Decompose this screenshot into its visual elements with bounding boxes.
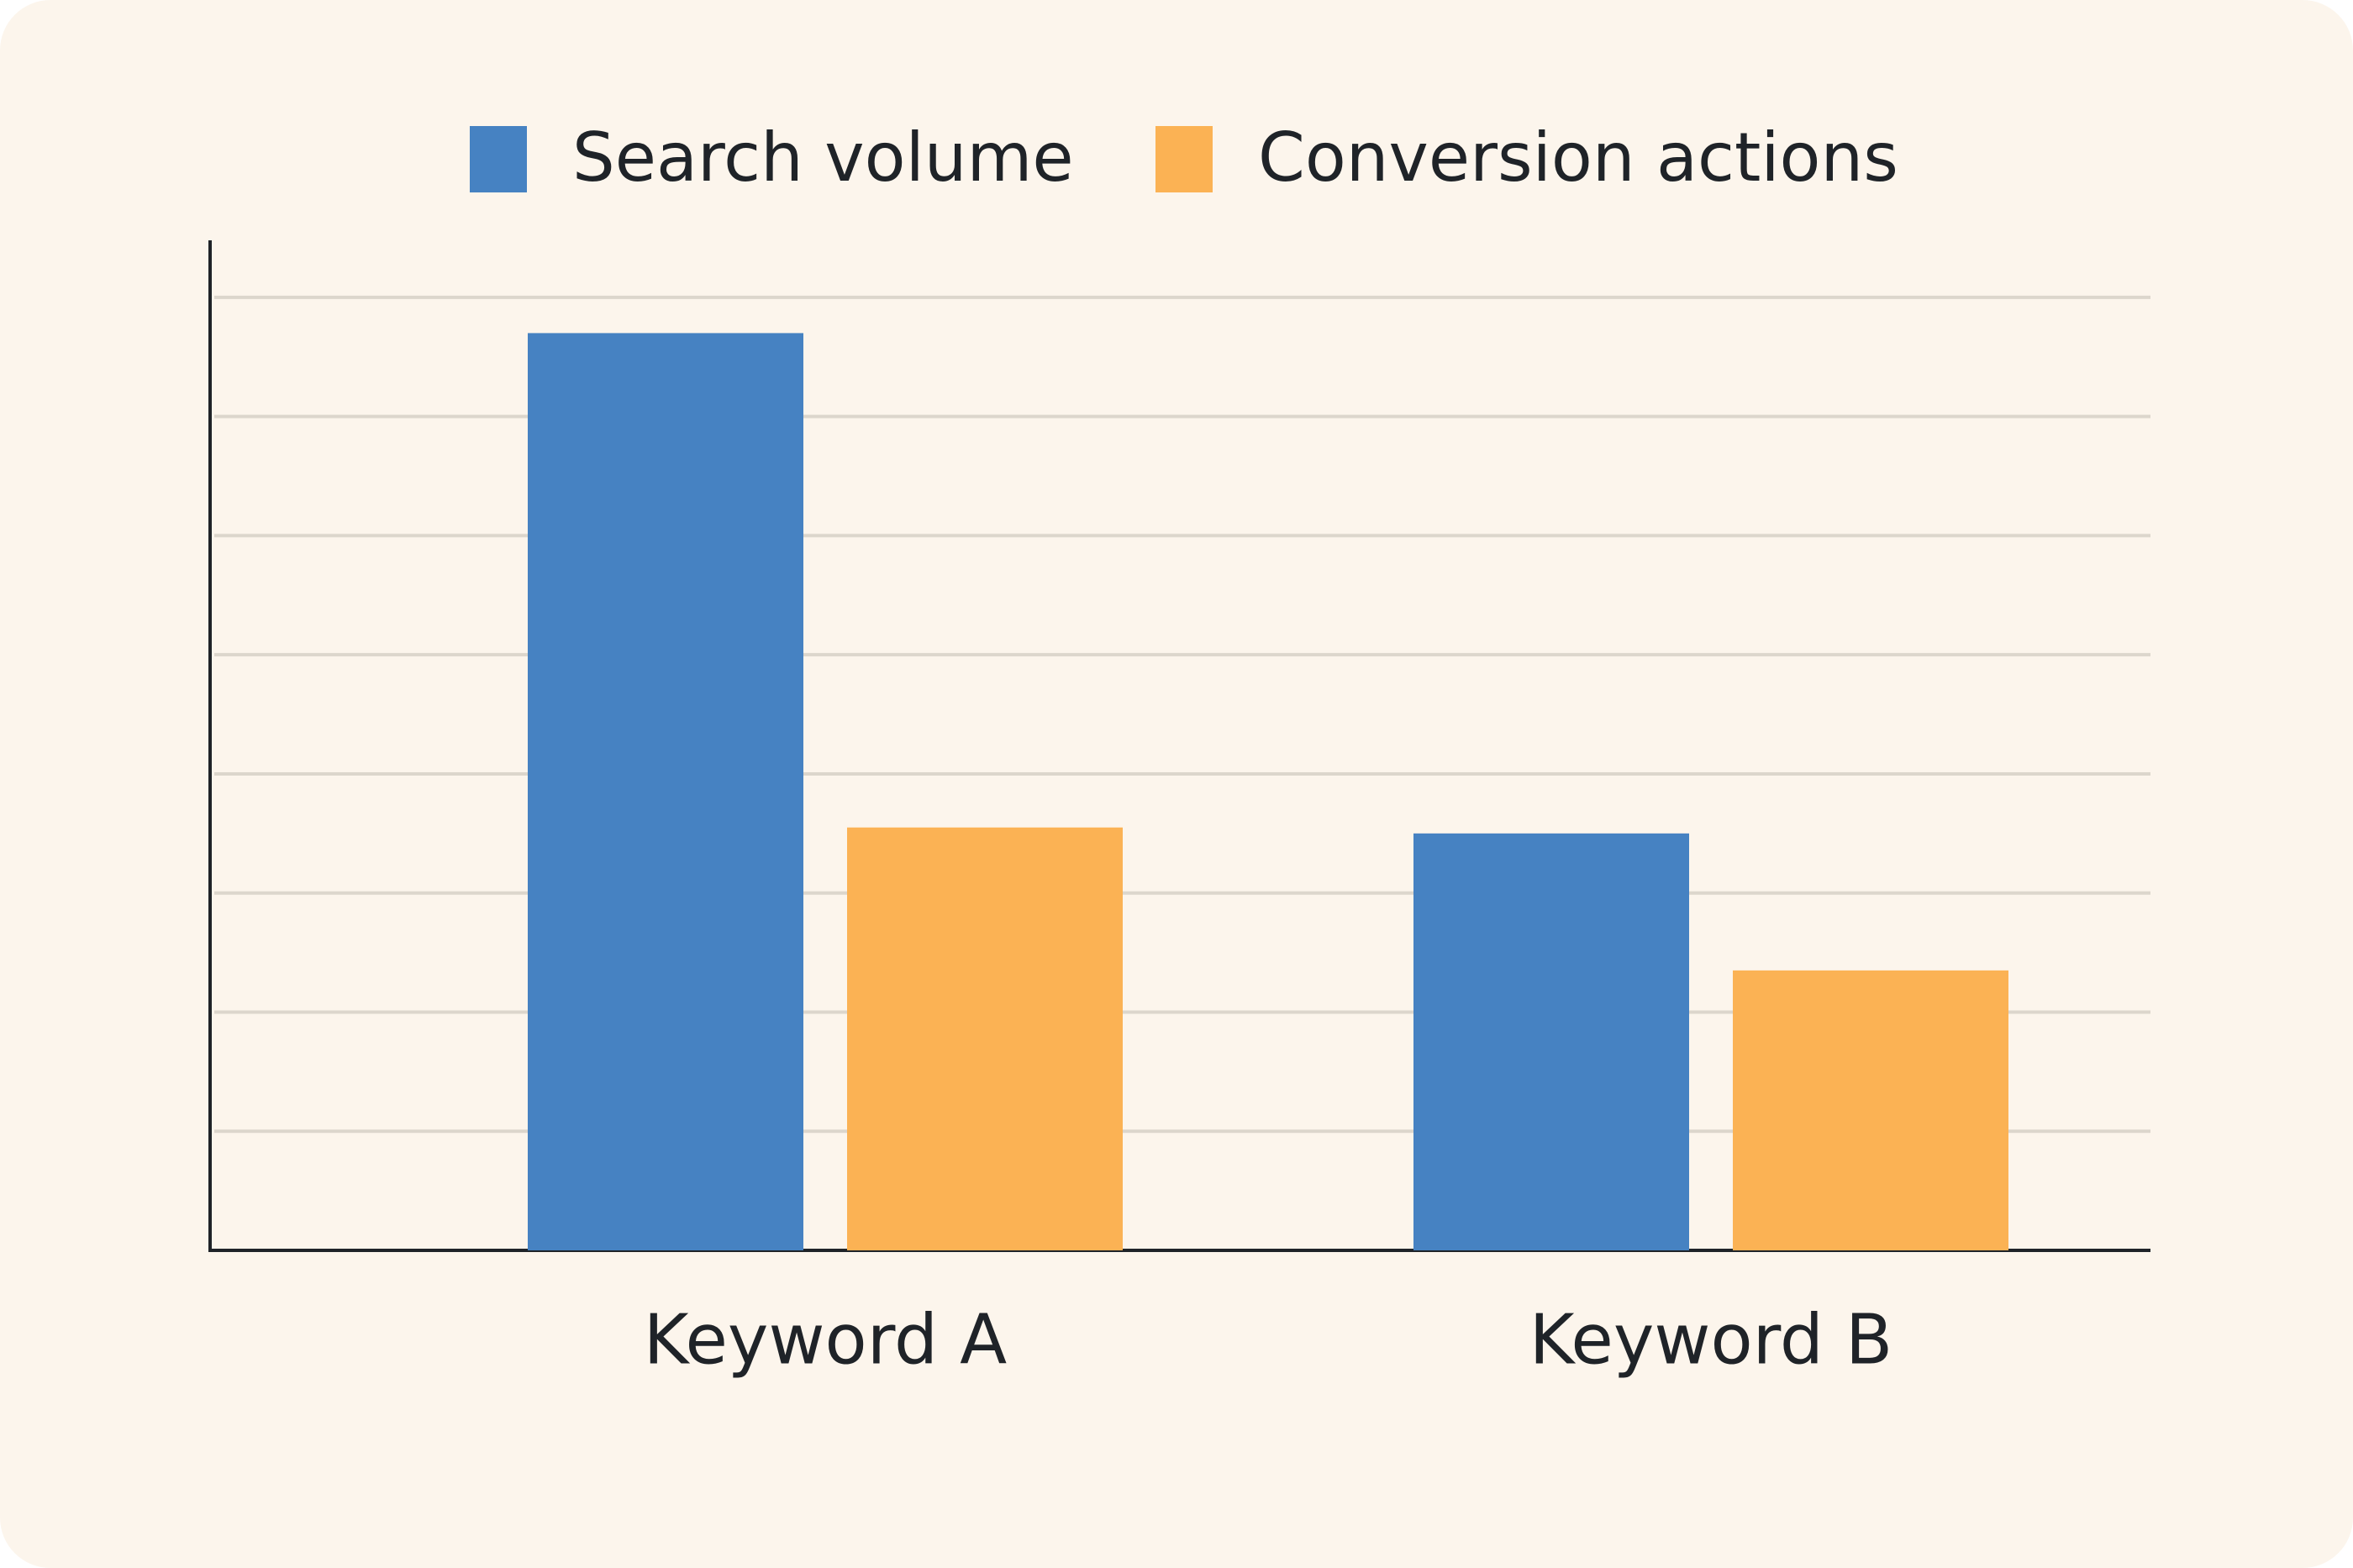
legend-swatch xyxy=(470,126,527,192)
bar xyxy=(847,827,1123,1250)
legend-label: Conversion actions xyxy=(1258,118,1898,197)
bar xyxy=(1733,970,2008,1250)
bar xyxy=(1413,833,1689,1250)
legend-label: Search volume xyxy=(572,118,1074,197)
x-tick-label: Keyword A xyxy=(644,1300,1007,1380)
x-tick-label: Keyword B xyxy=(1529,1300,1893,1380)
legend-swatch xyxy=(1155,126,1213,192)
bar xyxy=(528,333,803,1251)
